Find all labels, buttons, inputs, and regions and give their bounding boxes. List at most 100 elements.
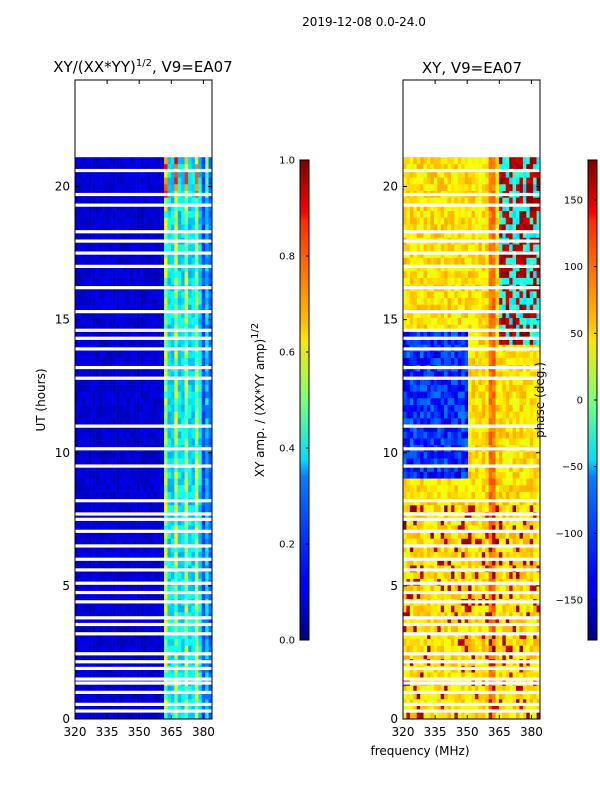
heat-cell <box>129 411 134 419</box>
heat-cell <box>205 371 209 379</box>
heat-cell <box>471 484 476 492</box>
heat-cell <box>447 551 452 559</box>
heat-cell <box>409 605 414 613</box>
heat-cell <box>444 611 448 619</box>
heat-cell <box>170 277 175 285</box>
heat-cell <box>464 618 469 626</box>
heat-cell <box>126 157 131 165</box>
heat-cell <box>191 371 196 379</box>
heat-cell <box>157 484 161 492</box>
heat-cell <box>505 478 510 486</box>
heat-cell <box>403 491 407 499</box>
heat-cell <box>184 685 189 693</box>
colorbar-tick-label: 0.6 <box>279 348 295 359</box>
heat-cell <box>140 618 144 626</box>
heat-cell <box>167 504 172 512</box>
heat-cell <box>403 471 407 479</box>
heat-cell <box>153 351 158 359</box>
heat-cell <box>522 585 527 593</box>
heat-cell <box>430 571 435 579</box>
heat-cell <box>126 331 131 339</box>
heat-cell <box>529 484 534 492</box>
heat-cell <box>129 491 134 499</box>
heat-cell <box>201 351 206 359</box>
heat-cell <box>440 478 445 486</box>
heat-cell <box>184 611 189 619</box>
heat-cell <box>426 464 431 472</box>
heat-cell <box>95 297 100 305</box>
heat-cell <box>188 692 192 700</box>
heat-cell <box>170 431 175 439</box>
heat-cell <box>188 397 192 405</box>
heat-cell <box>450 605 455 613</box>
heat-cell <box>468 645 472 653</box>
heat-cell <box>98 712 103 720</box>
heat-cell <box>208 438 213 446</box>
heat-cell <box>205 491 209 499</box>
heat-cell <box>109 357 113 365</box>
heat-cell <box>437 551 441 559</box>
heat-cell <box>457 698 462 706</box>
heat-cell <box>509 518 513 526</box>
heat-cell <box>167 484 172 492</box>
heat-cell <box>98 404 103 412</box>
heat-cell <box>153 478 158 486</box>
heat-cell <box>78 652 83 660</box>
heat-cell <box>153 217 158 225</box>
heat-cell <box>75 545 79 553</box>
heat-cell <box>406 652 411 660</box>
heat-cell <box>133 163 137 171</box>
heat-cell <box>116 625 120 633</box>
heat-cell <box>526 645 531 653</box>
heat-cell <box>406 705 411 713</box>
heat-cell <box>208 277 213 285</box>
heat-cell <box>157 611 161 619</box>
heat-cell <box>105 431 110 439</box>
heat-cell <box>191 331 196 339</box>
heat-cell <box>167 183 172 191</box>
heat-cell <box>119 551 124 559</box>
heat-cell <box>85 545 89 553</box>
heat-cell <box>423 632 428 640</box>
heat-cell <box>85 377 89 385</box>
heat-cell <box>426 712 431 720</box>
heat-cell <box>143 297 148 305</box>
heat-cell <box>495 491 500 499</box>
heat-cell <box>205 424 209 432</box>
gap-line <box>75 310 212 314</box>
heat-cell <box>191 317 196 325</box>
heat-cell <box>188 257 192 265</box>
heat-cell <box>177 638 182 646</box>
heat-cell <box>129 311 134 319</box>
heat-cell <box>150 551 155 559</box>
heat-cell <box>88 652 93 660</box>
heat-cell <box>495 645 500 653</box>
heat-cell <box>177 531 182 539</box>
heat-cell <box>444 618 448 626</box>
heat-cell <box>205 257 209 265</box>
heat-cell <box>153 672 158 680</box>
heat-cell <box>88 418 93 426</box>
heat-cell <box>522 645 527 653</box>
heat-cell <box>516 698 520 706</box>
heat-cell <box>133 551 137 559</box>
heat-cell <box>160 458 165 466</box>
heat-cell <box>495 625 500 633</box>
heat-cell <box>146 672 151 680</box>
heat-cell <box>88 685 93 693</box>
heat-cell <box>198 304 203 312</box>
heat-cell <box>471 698 476 706</box>
heat-cell <box>198 672 203 680</box>
heat-cell <box>133 244 137 252</box>
heat-cell <box>160 591 165 599</box>
heat-cell <box>92 551 96 559</box>
heat-cell <box>116 605 120 613</box>
heat-cell <box>126 317 131 325</box>
heat-cell <box>529 638 534 646</box>
heat-cell <box>167 270 172 278</box>
heat-cell <box>170 618 175 626</box>
heat-cell <box>119 317 124 325</box>
heat-cell <box>143 337 148 345</box>
heat-cell <box>116 632 120 640</box>
heat-cell <box>444 705 448 713</box>
